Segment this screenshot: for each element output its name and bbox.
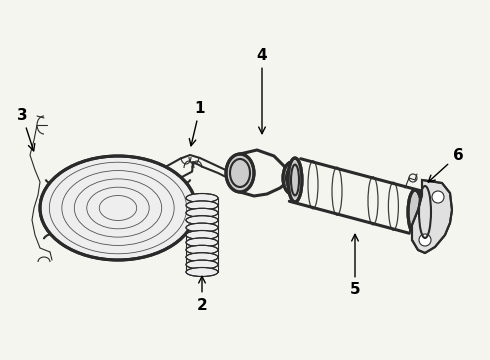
Ellipse shape — [186, 223, 218, 232]
Text: 4: 4 — [257, 48, 268, 134]
Ellipse shape — [186, 245, 218, 254]
Ellipse shape — [40, 156, 196, 260]
Ellipse shape — [288, 158, 302, 202]
Ellipse shape — [408, 190, 422, 234]
Ellipse shape — [186, 253, 218, 262]
Ellipse shape — [226, 154, 254, 192]
Text: 1: 1 — [189, 100, 205, 146]
Text: 2: 2 — [196, 276, 207, 312]
Ellipse shape — [186, 260, 218, 269]
Circle shape — [419, 234, 431, 246]
Ellipse shape — [186, 208, 218, 217]
Ellipse shape — [186, 267, 218, 276]
Polygon shape — [412, 180, 452, 253]
Ellipse shape — [186, 201, 218, 210]
Ellipse shape — [186, 194, 218, 202]
Ellipse shape — [186, 238, 218, 247]
Ellipse shape — [283, 162, 301, 194]
Text: 6: 6 — [428, 148, 464, 182]
Circle shape — [432, 191, 444, 203]
Ellipse shape — [186, 230, 218, 239]
Text: 3: 3 — [17, 108, 35, 151]
Ellipse shape — [186, 216, 218, 225]
Text: 5: 5 — [350, 234, 360, 297]
